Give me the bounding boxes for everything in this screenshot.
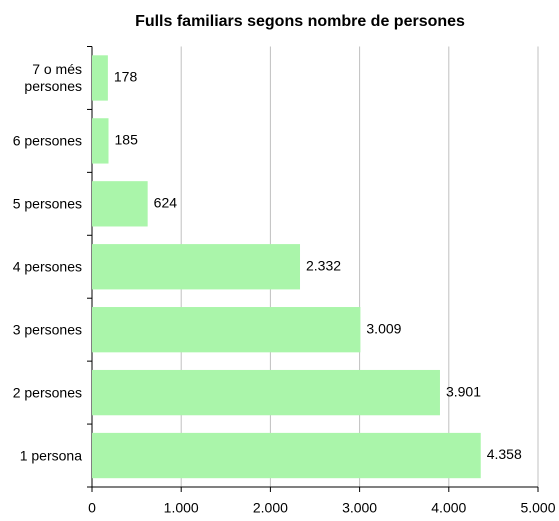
y-tick-label: 2 persones [12, 384, 82, 401]
value-label: 2.332 [306, 257, 341, 273]
x-tick-label: 1.000 [164, 500, 199, 516]
bar [92, 244, 301, 290]
bar [92, 118, 109, 164]
x-tick-label: 0 [88, 500, 96, 516]
x-tick-label: 3.000 [342, 500, 377, 516]
bar [92, 369, 440, 416]
bar [92, 181, 148, 227]
value-label: 185 [115, 132, 139, 148]
y-tick-label: 4 persones [12, 258, 82, 275]
y-tick-label: 1 persona [19, 447, 82, 464]
value-label: 178 [114, 69, 138, 85]
x-tick-label: 5.000 [520, 500, 555, 516]
y-tick-label: 6 persones [12, 132, 82, 149]
bar [92, 307, 361, 353]
chart-title: Fulls familiars segons nombre de persone… [135, 13, 465, 30]
x-tick-label: 2.000 [253, 500, 288, 516]
bar [92, 432, 481, 479]
y-tick-label: 7 o més persones [24, 60, 82, 94]
y-tick-label: 3 persones [12, 321, 82, 338]
value-label: 3.901 [446, 383, 481, 399]
x-tick-label: 4.000 [431, 500, 466, 516]
value-label: 4.358 [487, 446, 522, 462]
y-tick-label: 5 persones [12, 195, 82, 212]
value-label: 3.009 [366, 320, 401, 336]
bar [92, 55, 108, 101]
value-label: 624 [154, 195, 178, 211]
